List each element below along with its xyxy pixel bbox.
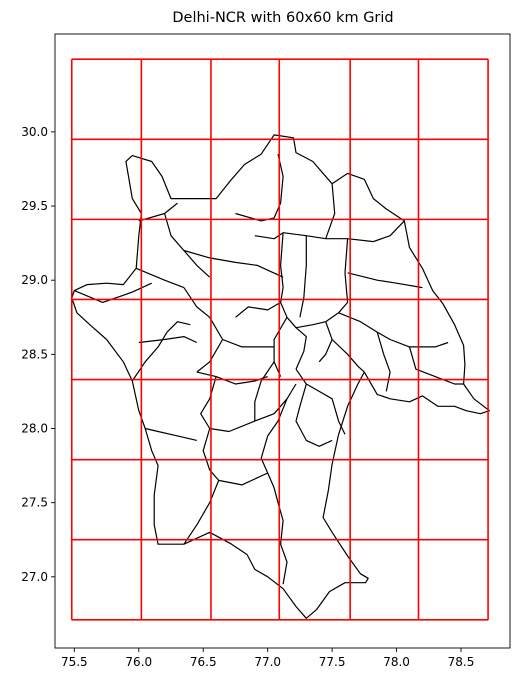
district-boundary (183, 480, 220, 545)
axis-ticks: 75.5 76.0 76.5 77.0 77.5 78.0 78.5 27.0 27.5 28.0… (21, 125, 474, 669)
district-boundary (408, 346, 464, 385)
district-boundary (295, 302, 349, 329)
district-boundary (299, 235, 307, 318)
district-boundary (235, 153, 284, 222)
district-boundary (318, 321, 333, 363)
district-boundary (200, 376, 297, 433)
district-boundary (183, 249, 284, 278)
district-boundary (218, 472, 268, 486)
grid-lines (70, 58, 489, 621)
y-tick-label: 30.0 (21, 125, 48, 139)
district-boundary (347, 272, 423, 289)
x-tick-label: 78.5 (448, 655, 475, 669)
axes-frame (54, 33, 511, 649)
district-boundary (331, 339, 365, 373)
x-tick-label: 75.5 (61, 655, 88, 669)
y-tick-label: 29.5 (21, 199, 48, 213)
y-tick-label: 28.0 (21, 422, 48, 436)
district-boundary (135, 267, 185, 289)
district-boundary (280, 302, 307, 370)
chart-title: Delhi-NCR with 60x60 km Grid (172, 10, 393, 26)
axes: 75.5 76.0 76.5 77.0 77.5 78.0 78.5 27.0 27.5 28.0… (21, 33, 511, 669)
district-boundary (338, 312, 449, 348)
x-tick-label: 77.0 (254, 655, 281, 669)
district-boundary (196, 371, 268, 385)
district-boundary (183, 287, 224, 373)
district-boundary (260, 398, 288, 585)
y-tick-label: 29.0 (21, 273, 48, 287)
district-boundary (325, 183, 336, 239)
district-boundary (344, 238, 349, 303)
district-boundary (295, 368, 346, 435)
district-boundary (273, 316, 288, 377)
y-tick-label: 27.0 (21, 570, 48, 584)
district-boundary (376, 331, 391, 392)
x-tick-label: 76.5 (190, 655, 217, 669)
x-tick-label: 77.5 (319, 655, 346, 669)
district-boundaries (71, 134, 490, 619)
district-boundary (280, 232, 284, 303)
x-tick-label: 76.0 (125, 655, 152, 669)
x-tick-label: 78.0 (383, 655, 410, 669)
district-boundary (235, 301, 281, 318)
y-tick-label: 28.5 (21, 347, 48, 361)
district-boundary (138, 202, 178, 222)
district-boundary (145, 427, 197, 441)
region-outline (71, 134, 490, 619)
y-tick-label: 27.5 (21, 496, 48, 510)
district-boundary (164, 213, 211, 278)
district-boundary (138, 336, 198, 344)
district-boundary (254, 361, 275, 422)
district-boundary (254, 220, 405, 243)
district-boundary (222, 338, 275, 348)
district-boundary (295, 383, 333, 447)
